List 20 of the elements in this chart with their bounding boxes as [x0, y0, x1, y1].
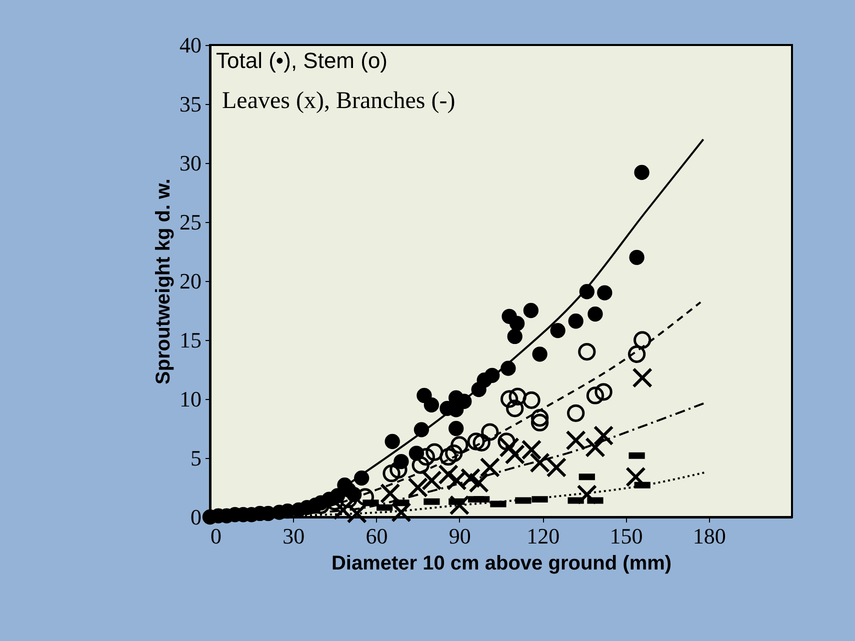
y-tick-label: 20: [180, 268, 202, 294]
x-axis-title: Diameter 10 cm above ground (mm): [331, 552, 672, 574]
x-tick-label: 180: [692, 524, 726, 548]
y-tick-label: 35: [180, 92, 202, 116]
x-tick-label: 120: [526, 524, 560, 548]
y-tick-label: 40: [180, 32, 202, 58]
y-tick-label: 15: [180, 328, 202, 352]
annotation: Leaves (x), Branches (-): [222, 88, 456, 114]
y-tick-label: 0: [190, 504, 202, 530]
x-tick-label: 60: [366, 524, 388, 548]
x-tick-label: 30: [282, 524, 305, 548]
y-tick-label: 25: [180, 210, 202, 234]
x-tick-label: 0: [210, 524, 222, 548]
y-axis-title: Sproutweight kg d. w.: [152, 178, 174, 384]
x-tick-label: 90: [448, 524, 471, 548]
x-tick-label: 150: [610, 524, 643, 548]
y-tick-label: 10: [180, 386, 202, 412]
annotation: Total (•), Stem (o): [216, 48, 388, 73]
y-tick-label: 5: [190, 446, 202, 470]
y-tick-label: 30: [180, 150, 202, 176]
